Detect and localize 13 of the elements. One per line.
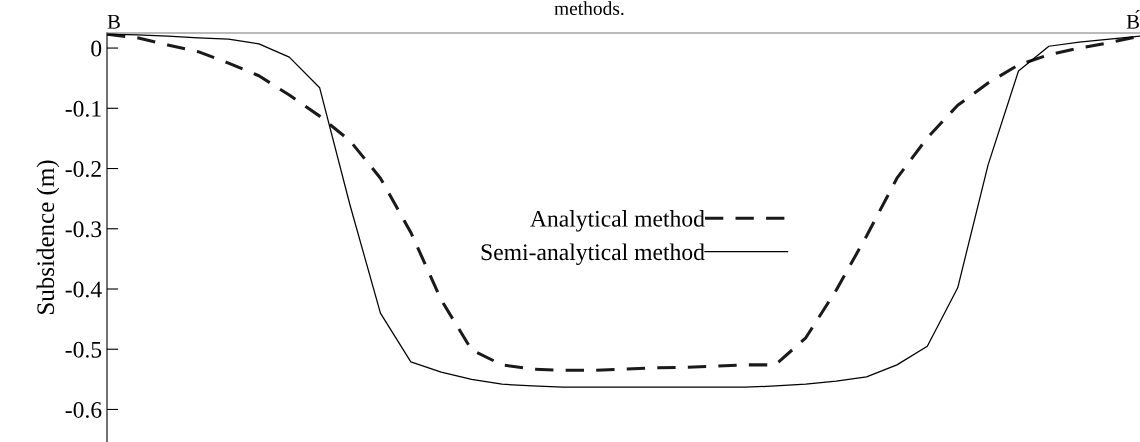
y-tick-label: -0.3: [65, 221, 102, 238]
y-tick-label: -0.4: [65, 281, 102, 298]
y-tick-label: -0.1: [65, 100, 101, 117]
y-tick-label: 0: [91, 40, 102, 57]
y-tick-label: -0.6: [65, 401, 102, 418]
y-tick-label: -0.2: [65, 161, 101, 178]
y-tick-label: -0.5: [65, 341, 102, 358]
text: B́: [1126, 10, 1140, 29]
y-axis-title: Subsidence (m): [36, 160, 60, 314]
legend-label: Semi-analytical method: [481, 243, 705, 266]
chart-title: methods.: [554, 1, 624, 16]
text: B: [107, 14, 120, 29]
legend-label: Analytical method: [530, 210, 705, 232]
